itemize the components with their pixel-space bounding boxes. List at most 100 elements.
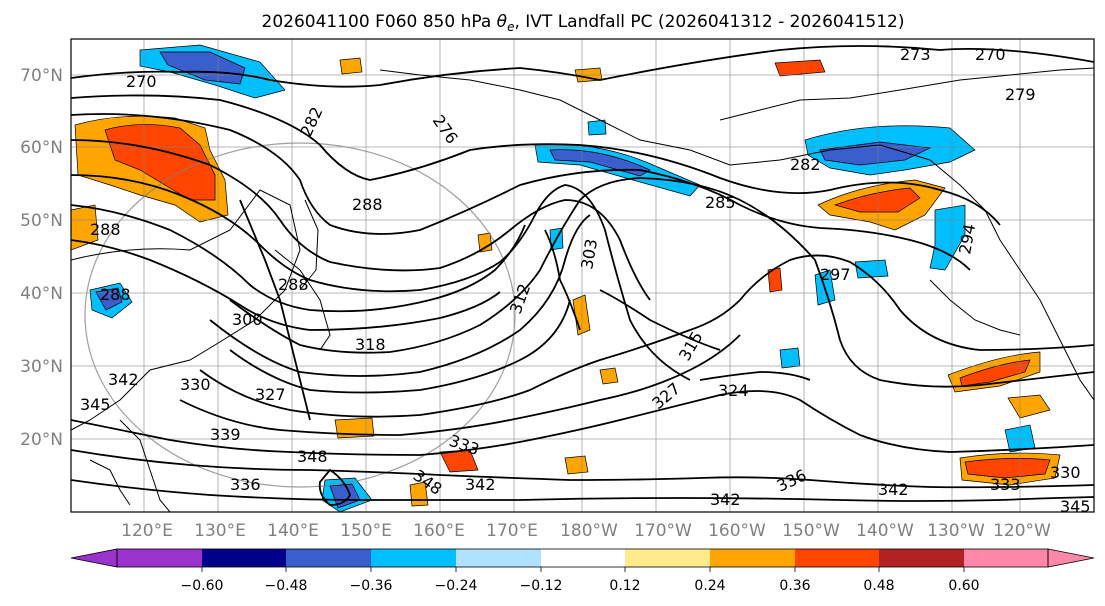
- contour-label: 282: [790, 155, 821, 174]
- lon-label: 160°E: [413, 521, 465, 541]
- contour-label: 342: [710, 490, 741, 509]
- negative-anomaly-region: [929, 204, 966, 271]
- contour-label: 288: [352, 195, 383, 214]
- negative-anomaly-region: [779, 347, 801, 369]
- lat-label: 50°N: [20, 211, 63, 231]
- colorbar-border: [116, 548, 1049, 568]
- contour-label: 348: [297, 447, 328, 466]
- title-suffix: , IVT Landfall PC (2026041312 - 20260415…: [514, 12, 904, 32]
- lon-label: 170°E: [486, 521, 538, 541]
- lon-label: 140°W: [856, 521, 914, 541]
- colorbar-tick-label: −0.48: [265, 578, 308, 594]
- colorbar-segment: [710, 549, 795, 567]
- contour-label: 327: [255, 385, 286, 404]
- strong-negative-anomaly-region: [159, 51, 246, 85]
- lon-label: 140°E: [267, 521, 319, 541]
- contour-label: 339: [210, 425, 241, 444]
- colorbar-tick-label: 0.24: [694, 578, 725, 594]
- positive-anomaly-region: [774, 59, 826, 77]
- title-symbol: θ: [497, 12, 508, 32]
- colorbar-tick-label: −0.12: [520, 578, 563, 594]
- contour-label: 342: [108, 370, 139, 389]
- colorbar-segment: [879, 549, 964, 567]
- colorbar-tick-label: 0.60: [948, 578, 979, 594]
- lon-label: 150°E: [340, 521, 392, 541]
- colorbar-segment: [371, 549, 456, 567]
- lat-label: 60°N: [20, 138, 63, 158]
- coastlines: [71, 67, 1094, 512]
- lon-label: 170°W: [634, 521, 692, 541]
- contour-label: 318: [355, 335, 386, 354]
- colorbar-segment: [541, 549, 625, 567]
- contour-label: 342: [878, 480, 909, 499]
- contour-label: 279: [1005, 85, 1036, 104]
- theta-e-contours: [71, 45, 1094, 506]
- colorbar-extend-high: [1047, 548, 1095, 568]
- lon-label: 130°E: [194, 521, 246, 541]
- longitude-labels: 120°E 130°E 140°E 150°E 160°E 170°E 180°…: [121, 521, 1051, 541]
- colorbar-ticks: [201, 567, 965, 572]
- lat-label: 40°N: [20, 284, 63, 304]
- title-subscript: e: [507, 20, 514, 34]
- contour-label: 336: [230, 475, 261, 494]
- strong-positive-anomaly-region: [959, 359, 1031, 387]
- contour-label: 288: [90, 220, 121, 239]
- contour-label: 333: [990, 475, 1021, 494]
- colorbar-tick-label: −0.24: [435, 578, 478, 594]
- positive-anomaly-region: [572, 294, 591, 336]
- strong-positive-anomaly-region: [833, 187, 921, 213]
- figure-title: 2026041100 F060 850 hPa θe, IVT Landfall…: [262, 12, 905, 34]
- latitude-labels: 70°N 60°N 50°N 40°N 30°N 20°N: [20, 66, 63, 450]
- lon-label: 120°W: [993, 521, 1051, 541]
- lon-label: 160°W: [708, 521, 766, 541]
- contour-label: 273: [900, 45, 931, 64]
- colorbar-tick-label: −0.60: [181, 578, 224, 594]
- contour-label: 330: [180, 375, 211, 394]
- positive-anomaly-region: [477, 232, 493, 253]
- colorbar-segment: [625, 549, 710, 567]
- contour-label: 345: [1060, 497, 1091, 516]
- colorbar-tick-label: 0.36: [779, 578, 810, 594]
- colorbar-segment: [964, 549, 1048, 567]
- lon-label: 130°W: [927, 521, 985, 541]
- colorbar-segment: [286, 549, 371, 567]
- lon-label: 120°E: [121, 521, 173, 541]
- colorbar-segment: [456, 549, 541, 567]
- map-panel: 270 273 270 276 279 282 282 288 285 288 …: [71, 39, 1094, 516]
- contour-label: 297: [820, 265, 851, 284]
- colorbar-segment: [117, 549, 202, 567]
- colorbar-extend-low: [70, 548, 118, 568]
- lon-label: 150°W: [782, 521, 840, 541]
- contour-label: 324: [718, 381, 749, 400]
- contour-label: 285: [705, 193, 736, 212]
- positive-anomaly-region: [339, 57, 363, 75]
- positive-anomaly-region: [599, 367, 619, 385]
- negative-anomaly-region: [587, 119, 607, 136]
- contour-label: 345: [80, 395, 111, 414]
- colorbar-segment: [795, 549, 879, 567]
- contour-label: 342: [465, 475, 496, 494]
- contour-label: 330: [1050, 463, 1081, 482]
- positive-anomaly-region: [334, 417, 375, 439]
- lat-label: 30°N: [20, 357, 63, 377]
- colorbar-tick-label: 0.12: [609, 578, 640, 594]
- contour-label: 270: [126, 72, 157, 91]
- contour-label: 288: [100, 285, 131, 304]
- lon-label: 180°W: [560, 521, 618, 541]
- colorbar-tick-label: 0.48: [863, 578, 894, 594]
- strong-positive-anomaly-region: [104, 124, 216, 201]
- title-prefix: 2026041100 F060 850 hPa: [262, 12, 497, 32]
- map-border: [70, 38, 1095, 513]
- strong-negative-anomaly-region: [95, 287, 123, 311]
- contour-label: 288: [278, 275, 309, 294]
- contour-label: 270: [975, 45, 1006, 64]
- negative-anomaly-region: [854, 259, 889, 279]
- colorbar-tick-label: −0.36: [350, 578, 393, 594]
- colorbar-segment: [202, 549, 286, 567]
- positive-anomaly-region: [564, 455, 589, 475]
- positive-anomaly-region: [1007, 394, 1051, 419]
- lat-label: 20°N: [20, 430, 63, 450]
- colorbar: −0.60 −0.48 −0.36 −0.24 −0.12 0.12 0.24 …: [70, 548, 1095, 594]
- contour-label: 300: [232, 310, 263, 329]
